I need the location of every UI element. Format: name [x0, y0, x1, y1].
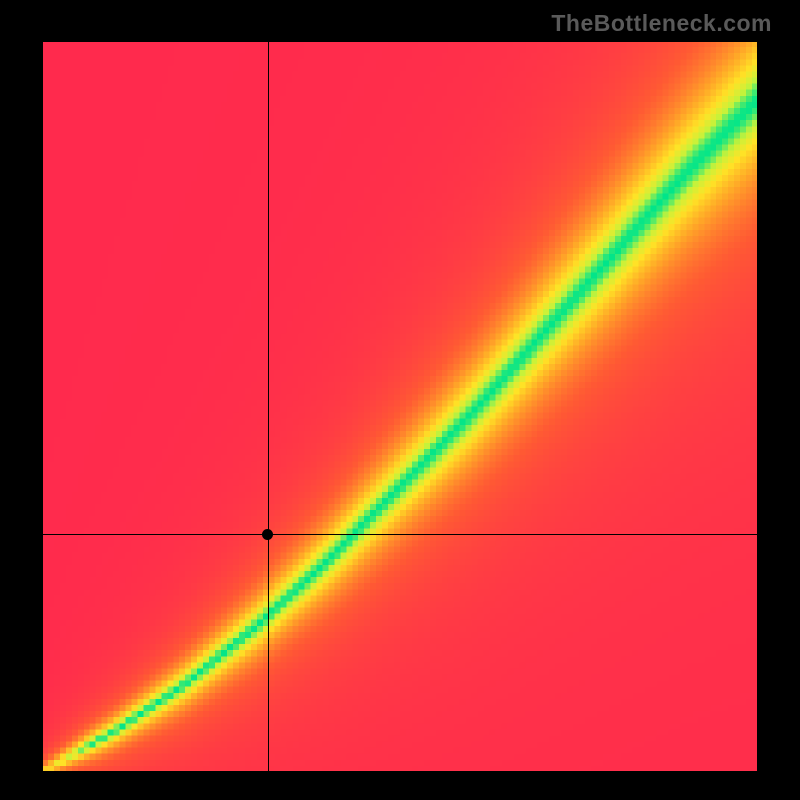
chart-container: TheBottleneck.com [0, 0, 800, 800]
watermark-text: TheBottleneck.com [551, 10, 772, 37]
bottleneck-heatmap [42, 41, 758, 772]
